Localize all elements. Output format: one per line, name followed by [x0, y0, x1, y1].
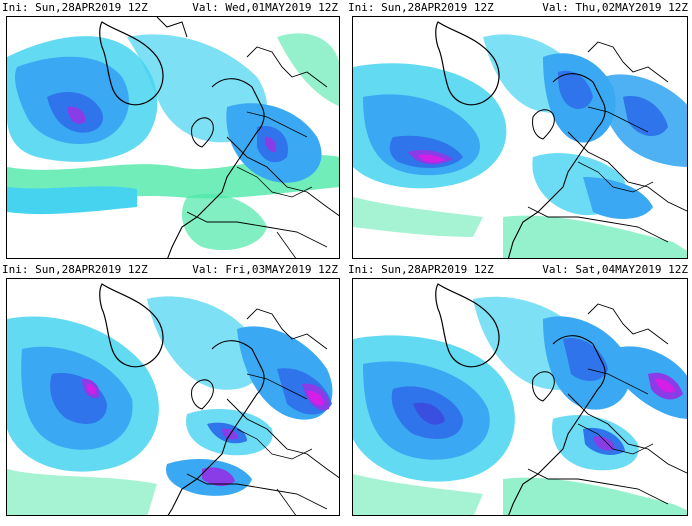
panel-header: Ini: Sun,28APR2019 12Z Val: Fri,03MAY201…	[0, 262, 342, 278]
init-time-label: Ini: Sun,28APR2019 12Z	[2, 1, 148, 14]
precipitation-map	[6, 278, 340, 516]
panel-header: Ini: Sun,28APR2019 12Z Val: Wed,01MAY201…	[0, 0, 342, 16]
map-panel-4: Ini: Sun,28APR2019 12Z Val: Sat,04MAY201…	[346, 262, 692, 518]
valid-time-label: Val: Wed,01MAY2019 12Z	[192, 1, 338, 14]
map-panel-2: Ini: Sun,28APR2019 12Z Val: Thu,02MAY201…	[346, 0, 692, 262]
precipitation-map	[352, 16, 688, 259]
panel-header: Ini: Sun,28APR2019 12Z Val: Thu,02MAY201…	[346, 0, 692, 16]
precipitation-map	[6, 16, 340, 259]
valid-time-label: Val: Sat,04MAY2019 12Z	[542, 263, 688, 276]
map-panel-1: Ini: Sun,28APR2019 12Z Val: Wed,01MAY201…	[0, 0, 342, 262]
init-time-label: Ini: Sun,28APR2019 12Z	[2, 263, 148, 276]
precipitation-map	[352, 278, 688, 516]
valid-time-label: Val: Thu,02MAY2019 12Z	[542, 1, 688, 14]
init-time-label: Ini: Sun,28APR2019 12Z	[348, 263, 494, 276]
map-panel-3: Ini: Sun,28APR2019 12Z Val: Fri,03MAY201…	[0, 262, 342, 518]
panel-header: Ini: Sun,28APR2019 12Z Val: Sat,04MAY201…	[346, 262, 692, 278]
init-time-label: Ini: Sun,28APR2019 12Z	[348, 1, 494, 14]
valid-time-label: Val: Fri,03MAY2019 12Z	[192, 263, 338, 276]
